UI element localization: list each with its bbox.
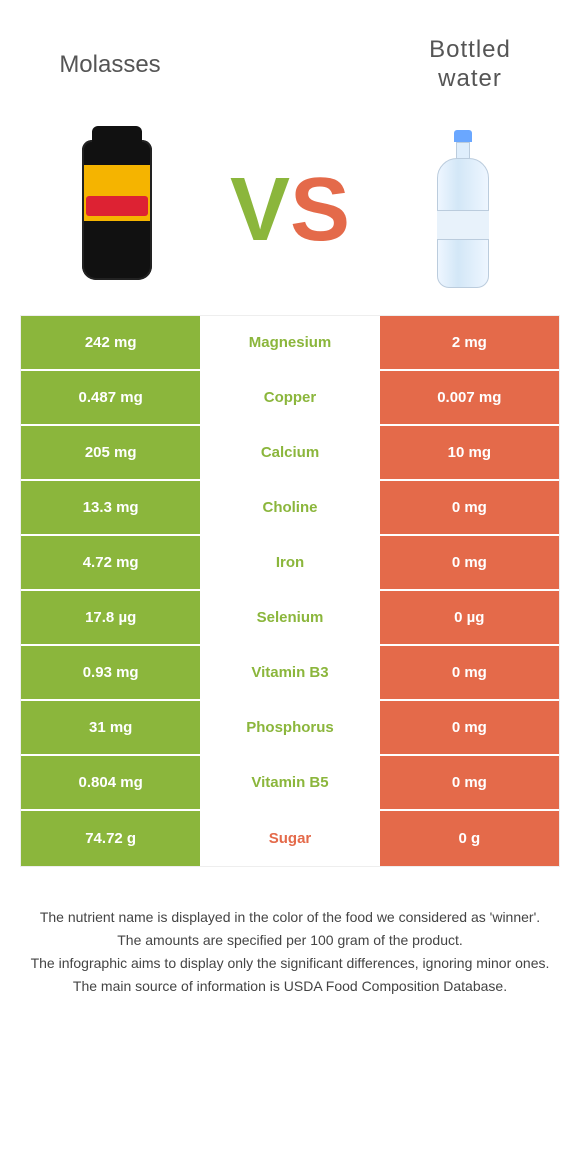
table-row: 242 mgMagnesium2 mg	[21, 316, 559, 371]
vs-s: S	[290, 160, 350, 260]
value-right: 0.007 mg	[380, 371, 559, 426]
value-left: 0.804 mg	[21, 756, 200, 811]
value-right: 0 mg	[380, 646, 559, 701]
value-left: 17.8 µg	[21, 591, 200, 646]
nutrient-name: Sugar	[200, 811, 379, 866]
table-row: 0.804 mgVitamin B50 mg	[21, 756, 559, 811]
value-left: 13.3 mg	[21, 481, 200, 536]
nutrient-name: Copper	[200, 371, 379, 426]
vs-v: V	[230, 160, 290, 260]
footnotes: The nutrient name is displayed in the co…	[20, 907, 560, 997]
footnote-line: The main source of information is USDA F…	[30, 976, 550, 997]
value-right: 0 µg	[380, 591, 559, 646]
product-left-image	[30, 140, 203, 280]
value-left: 242 mg	[21, 316, 200, 371]
value-left: 205 mg	[21, 426, 200, 481]
vs-label: VS	[203, 165, 376, 255]
nutrient-name: Vitamin B5	[200, 756, 379, 811]
table-row: 13.3 mgCholine0 mg	[21, 481, 559, 536]
value-right: 2 mg	[380, 316, 559, 371]
value-right: 0 g	[380, 811, 559, 866]
nutrient-name: Vitamin B3	[200, 646, 379, 701]
value-right: 0 mg	[380, 756, 559, 811]
nutrient-name: Iron	[200, 536, 379, 591]
value-left: 0.487 mg	[21, 371, 200, 426]
footnote-line: The infographic aims to display only the…	[30, 953, 550, 974]
product-right-title: Bottledwater	[380, 36, 560, 94]
comparison-table: 242 mgMagnesium2 mg0.487 mgCopper0.007 m…	[20, 315, 560, 867]
value-left: 31 mg	[21, 701, 200, 756]
footnote-line: The nutrient name is displayed in the co…	[30, 907, 550, 928]
value-right: 10 mg	[380, 426, 559, 481]
value-right: 0 mg	[380, 481, 559, 536]
value-right: 0 mg	[380, 701, 559, 756]
table-row: 17.8 µgSelenium0 µg	[21, 591, 559, 646]
value-right: 0 mg	[380, 536, 559, 591]
value-left: 4.72 mg	[21, 536, 200, 591]
nutrient-name: Selenium	[200, 591, 379, 646]
product-left-title: Molasses	[20, 51, 200, 80]
footnote-line: The amounts are specified per 100 gram o…	[30, 930, 550, 951]
nutrient-name: Phosphorus	[200, 701, 379, 756]
table-row: 31 mgPhosphorus0 mg	[21, 701, 559, 756]
table-row: 4.72 mgIron0 mg	[21, 536, 559, 591]
nutrient-name: Magnesium	[200, 316, 379, 371]
table-row: 0.93 mgVitamin B30 mg	[21, 646, 559, 701]
header: Molasses Bottledwater	[20, 15, 560, 115]
table-row: 74.72 gSugar0 g	[21, 811, 559, 866]
nutrient-name: Calcium	[200, 426, 379, 481]
images-row: VS	[20, 115, 560, 305]
table-row: 205 mgCalcium10 mg	[21, 426, 559, 481]
product-right-image	[377, 130, 550, 290]
table-row: 0.487 mgCopper0.007 mg	[21, 371, 559, 426]
value-left: 74.72 g	[21, 811, 200, 866]
value-left: 0.93 mg	[21, 646, 200, 701]
nutrient-name: Choline	[200, 481, 379, 536]
